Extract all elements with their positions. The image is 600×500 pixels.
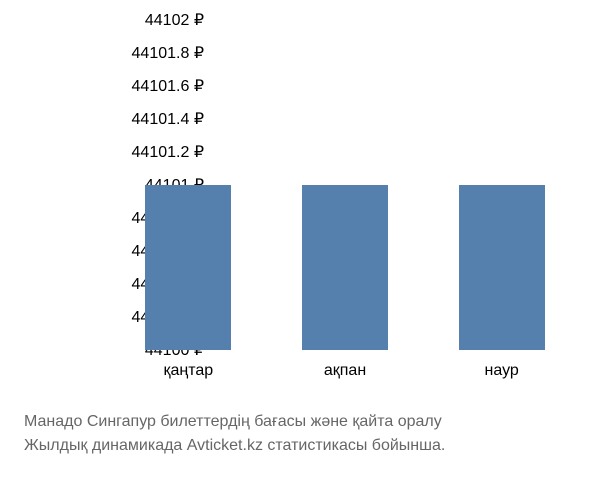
plot-area: 44102 ₽44101.8 ₽44101.6 ₽44101.4 ₽44101.… bbox=[110, 20, 580, 350]
bars-region bbox=[110, 20, 580, 350]
x-axis: қаңтар ақпан наур bbox=[110, 350, 580, 390]
bar bbox=[302, 185, 388, 350]
caption-line-1: Манадо Сингапур билеттердің бағасы және … bbox=[24, 410, 590, 434]
bar bbox=[459, 185, 545, 350]
x-tick-label: қаңтар bbox=[163, 362, 213, 380]
chart-container: 44102 ₽44101.8 ₽44101.6 ₽44101.4 ₽44101.… bbox=[0, 0, 600, 500]
chart-caption: Манадо Сингапур билеттердің бағасы және … bbox=[24, 410, 590, 458]
x-tick-label: ақпан bbox=[324, 362, 366, 380]
caption-line-2: Жылдық динамикада Avticket.kz статистика… bbox=[24, 434, 590, 458]
bar bbox=[145, 185, 231, 350]
x-tick-label: наур bbox=[485, 362, 519, 380]
